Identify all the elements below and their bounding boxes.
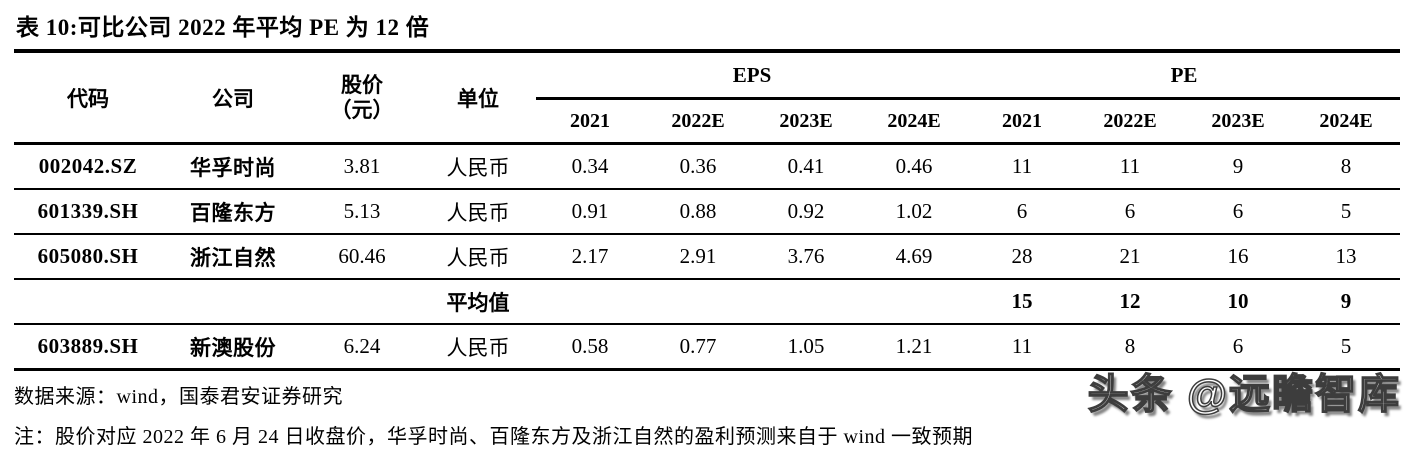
code-cell: 603889.SH <box>37 334 139 358</box>
eps-2021-cell: 2.17 <box>571 244 609 268</box>
code-cell <box>14 279 162 324</box>
col-header-company: 公司 <box>212 86 254 111</box>
company-cell: 浙江自然 <box>190 245 276 270</box>
group-header-eps: EPS <box>536 53 969 100</box>
col-header-eps-2023e: 2023E <box>779 109 833 132</box>
unit-cell: 人民币 <box>446 155 510 180</box>
pe-2021-cell: 11 <box>1011 154 1033 178</box>
eps-2024e-cell: 1.21 <box>895 334 933 358</box>
eps-2024e-cell: 0.46 <box>895 154 933 178</box>
footnote: 注：股价对应 2022 年 6 月 24 日收盘价，华孚时尚、百隆东方及浙江自然… <box>14 426 973 448</box>
pe-2023e-cell: 10 <box>1227 289 1249 313</box>
code-cell: 002042.SZ <box>38 154 138 178</box>
table-row-huafu: 002042.SZ 华孚时尚 3.81 人民币 0.34 0.36 0.41 0… <box>14 144 1400 190</box>
eps-2021-cell <box>536 279 644 324</box>
company-cell <box>162 279 304 324</box>
col-header-eps-2024e: 2024E <box>887 109 941 132</box>
table-row-zhejiang: 605080.SH 浙江自然 60.46 人民币 2.17 2.91 3.76 … <box>14 234 1401 279</box>
price-cell: 5.13 <box>343 199 381 223</box>
eps-2024e-cell <box>860 279 968 324</box>
col-header-pe-2024e: 2024E <box>1319 109 1373 132</box>
table-row-bailong: 601339.SH 百隆东方 5.13 人民币 0.91 0.88 0.92 1… <box>14 189 1401 234</box>
pe-2024e-cell: 5 <box>1340 199 1352 223</box>
eps-2022e-cell: 0.88 <box>679 199 717 223</box>
pe-2024e-cell: 13 <box>1335 244 1357 268</box>
col-header-pe-2023e: 2023E <box>1211 109 1265 132</box>
pe-2022e-cell: 11 <box>1119 154 1141 178</box>
eps-2021-cell: 0.58 <box>571 334 609 358</box>
col-header-eps-2022e: 2022E <box>671 109 725 132</box>
pe-2021-cell: 28 <box>1011 244 1033 268</box>
table-body: 002042.SZ 华孚时尚 3.81 人民币 0.34 0.36 0.41 0… <box>14 144 1401 370</box>
price-cell: 60.46 <box>338 244 386 268</box>
unit-cell: 人民币 <box>446 200 510 225</box>
data-source-note: 数据来源：wind，国泰君安证券研究 <box>14 386 343 408</box>
watermark: 头条 @远瞻智库 <box>1087 370 1401 418</box>
company-cell: 百隆东方 <box>190 200 276 225</box>
pe-2023e-cell: 16 <box>1227 244 1249 268</box>
page-title: 表 10:可比公司 2022 年平均 PE 为 12 倍 <box>14 5 1400 53</box>
pe-2021-cell: 11 <box>1011 334 1033 358</box>
eps-2023e-cell: 1.05 <box>787 334 825 358</box>
pe-2024e-cell: 5 <box>1340 334 1352 358</box>
eps-2023e-cell: 0.41 <box>787 154 825 178</box>
col-header-price: 股价 （元） <box>304 53 420 144</box>
eps-2021-cell: 0.91 <box>571 199 609 223</box>
company-cell: 新澳股份 <box>190 335 276 360</box>
company-cell: 华孚时尚 <box>190 155 276 180</box>
code-cell: 605080.SH <box>37 244 139 268</box>
table-row-average: 平均值 15 12 10 9 <box>14 279 1401 324</box>
eps-2022e-cell: 2.91 <box>679 244 717 268</box>
eps-2022e-cell: 0.77 <box>679 334 717 358</box>
pe-2022e-cell: 6 <box>1124 199 1136 223</box>
price-cell <box>304 279 420 324</box>
col-header-eps-2021: 2021 <box>570 109 610 132</box>
table-header: 代码 公司 股价 （元） 单位 EPS PE 2021 2022E 2023E … <box>14 53 1401 144</box>
eps-2024e-cell: 1.02 <box>895 199 933 223</box>
pe-2021-cell: 15 <box>1011 289 1033 313</box>
col-header-unit: 单位 <box>457 86 499 111</box>
pe-2024e-cell: 9 <box>1340 289 1352 313</box>
average-label-cell: 平均值 <box>446 290 510 315</box>
code-cell: 601339.SH <box>37 199 139 223</box>
pe-2023e-cell: 6 <box>1232 199 1244 223</box>
col-header-code: 代码 <box>67 86 109 111</box>
eps-2024e-cell: 4.69 <box>895 244 933 268</box>
pe-2023e-cell: 6 <box>1232 334 1244 358</box>
pe-2024e-cell: 8 <box>1340 154 1352 178</box>
pe-2021-cell: 6 <box>1016 199 1028 223</box>
pe-2022e-cell: 12 <box>1119 289 1141 313</box>
price-label-line2: （元） <box>330 97 394 122</box>
col-header-pe-2022e: 2022E <box>1103 109 1157 132</box>
col-header-pe-2021: 2021 <box>1002 109 1043 132</box>
pe-2022e-cell: 8 <box>1124 334 1136 358</box>
group-header-pe: PE <box>968 53 1401 100</box>
eps-2023e-cell: 0.92 <box>787 199 825 223</box>
eps-2022e-cell <box>644 279 752 324</box>
eps-2022e-cell: 0.36 <box>679 154 717 178</box>
price-label-line1: 股价 <box>341 73 383 98</box>
unit-cell: 人民币 <box>446 245 510 270</box>
unit-cell: 人民币 <box>446 335 510 360</box>
comparable-companies-table: 代码 公司 股价 （元） 单位 EPS PE 2021 2022E 2023E … <box>14 53 1401 371</box>
price-cell: 6.24 <box>343 334 381 358</box>
pe-2023e-cell: 9 <box>1232 154 1244 178</box>
pe-2022e-cell: 21 <box>1119 244 1141 268</box>
eps-2023e-cell <box>752 279 860 324</box>
eps-2023e-cell: 3.76 <box>787 244 825 268</box>
table-row-xinao: 603889.SH 新澳股份 6.24 人民币 0.58 0.77 1.05 1… <box>14 324 1401 370</box>
price-cell: 3.81 <box>343 154 381 178</box>
eps-2021-cell: 0.34 <box>571 154 609 178</box>
